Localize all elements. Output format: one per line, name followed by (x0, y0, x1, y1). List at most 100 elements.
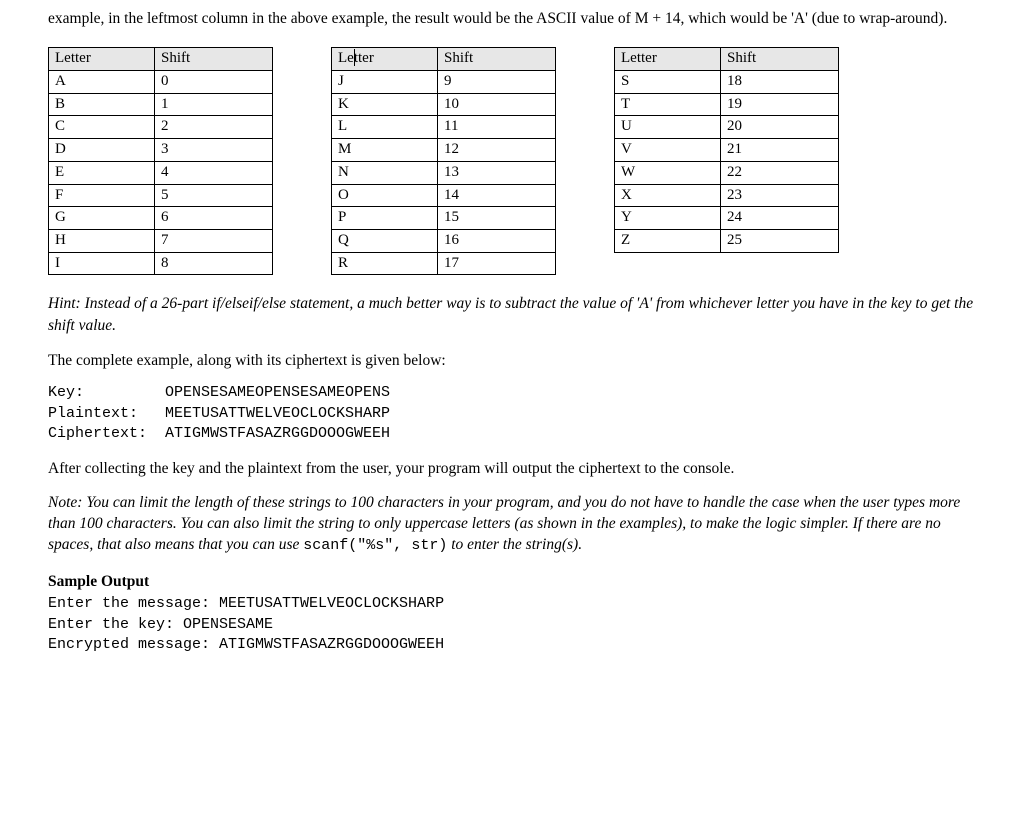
text-cursor (354, 49, 355, 66)
table-header-shift: Shift (438, 48, 556, 71)
cell-letter: F (49, 184, 155, 207)
table-row: S18 (615, 71, 839, 94)
shift-table-2: LetterShiftJ9K10L11M12N13O14P15Q16R17 (331, 47, 556, 275)
cell-letter: D (49, 139, 155, 162)
cell-letter: L (332, 116, 438, 139)
shift-tables-row: LetterShiftA0B1C2D3E4F5G6H7I8LetterShift… (48, 47, 976, 275)
cell-shift: 10 (438, 93, 556, 116)
cell-letter: B (49, 93, 155, 116)
cell-shift: 12 (438, 139, 556, 162)
table-row: I8 (49, 252, 273, 275)
cell-shift: 1 (155, 93, 273, 116)
cell-shift: 4 (155, 161, 273, 184)
cell-letter: K (332, 93, 438, 116)
note-code: scanf("%s", str) (303, 537, 447, 554)
table-header-shift: Shift (155, 48, 273, 71)
cell-letter: I (49, 252, 155, 275)
cell-letter: H (49, 229, 155, 252)
table-row: T19 (615, 93, 839, 116)
table-row: B1 (49, 93, 273, 116)
table-row: Y24 (615, 207, 839, 230)
table-header-letter: Letter (615, 48, 721, 71)
cell-shift: 15 (438, 207, 556, 230)
cell-shift: 0 (155, 71, 273, 94)
cell-shift: 14 (438, 184, 556, 207)
cell-shift: 19 (721, 93, 839, 116)
table-row: M12 (332, 139, 556, 162)
cell-letter: O (332, 184, 438, 207)
cell-letter: R (332, 252, 438, 275)
cell-shift: 9 (438, 71, 556, 94)
cell-letter: Q (332, 229, 438, 252)
cell-shift: 16 (438, 229, 556, 252)
cell-letter: Y (615, 207, 721, 230)
table-row: Q16 (332, 229, 556, 252)
example-intro: The complete example, along with its cip… (48, 350, 976, 371)
shift-table-1: LetterShiftA0B1C2D3E4F5G6H7I8 (48, 47, 273, 275)
table-row: K10 (332, 93, 556, 116)
cell-letter: N (332, 161, 438, 184)
shift-table-3: LetterShiftS18T19U20V21W22X23Y24Z25 (614, 47, 839, 252)
after-example-paragraph: After collecting the key and the plainte… (48, 458, 976, 479)
table-row: P15 (332, 207, 556, 230)
table-row: C2 (49, 116, 273, 139)
document-page: example, in the leftmost column in the a… (0, 0, 1024, 699)
cell-letter: M (332, 139, 438, 162)
table-row: R17 (332, 252, 556, 275)
table-row: W22 (615, 161, 839, 184)
cell-letter: T (615, 93, 721, 116)
note-lead: Note: (48, 494, 82, 511)
example-code-block: Key: OPENSESAMEOPENSESAMEOPENS Plaintext… (48, 383, 976, 444)
cell-shift: 18 (721, 71, 839, 94)
note-text-post: to enter the string(s). (447, 536, 582, 553)
sample-output-heading: Sample Output (48, 571, 976, 592)
cell-letter: U (615, 116, 721, 139)
table-row: A0 (49, 71, 273, 94)
table-row: O14 (332, 184, 556, 207)
cell-shift: 20 (721, 116, 839, 139)
cell-shift: 22 (721, 161, 839, 184)
hint-lead: Hint: (48, 295, 81, 312)
cell-letter: J (332, 71, 438, 94)
table-header-letter: Letter (332, 48, 438, 71)
table-row: L11 (332, 116, 556, 139)
cell-shift: 23 (721, 184, 839, 207)
cell-letter: A (49, 71, 155, 94)
hint-paragraph: Hint: Instead of a 26-part if/elseif/els… (48, 293, 976, 336)
sample-output-block: Enter the message: MEETUSATTWELVEOCLOCKS… (48, 594, 976, 655)
cell-shift: 11 (438, 116, 556, 139)
cell-shift: 3 (155, 139, 273, 162)
table-row: X23 (615, 184, 839, 207)
cell-letter: V (615, 139, 721, 162)
cell-letter: W (615, 161, 721, 184)
table-row: J9 (332, 71, 556, 94)
cell-shift: 17 (438, 252, 556, 275)
cell-shift: 24 (721, 207, 839, 230)
sample-output-section: Sample Output Enter the message: MEETUSA… (48, 571, 976, 655)
table-row: H7 (49, 229, 273, 252)
table-row: U20 (615, 116, 839, 139)
cell-letter: G (49, 207, 155, 230)
cell-shift: 7 (155, 229, 273, 252)
cell-letter: E (49, 161, 155, 184)
cell-shift: 2 (155, 116, 273, 139)
table-row: V21 (615, 139, 839, 162)
cell-letter: S (615, 71, 721, 94)
cell-shift: 8 (155, 252, 273, 275)
cell-letter: P (332, 207, 438, 230)
cell-shift: 6 (155, 207, 273, 230)
table-header-shift: Shift (721, 48, 839, 71)
table-row: N13 (332, 161, 556, 184)
cell-shift: 21 (721, 139, 839, 162)
table-row: D3 (49, 139, 273, 162)
cell-letter: C (49, 116, 155, 139)
intro-paragraph: example, in the leftmost column in the a… (48, 8, 976, 29)
cell-shift: 25 (721, 229, 839, 252)
table-row: F5 (49, 184, 273, 207)
table-header-letter: Letter (49, 48, 155, 71)
hint-text: Instead of a 26-part if/elseif/else stat… (48, 295, 973, 333)
cell-letter: X (615, 184, 721, 207)
table-row: G6 (49, 207, 273, 230)
cell-shift: 5 (155, 184, 273, 207)
note-paragraph: Note: You can limit the length of these … (48, 492, 976, 557)
